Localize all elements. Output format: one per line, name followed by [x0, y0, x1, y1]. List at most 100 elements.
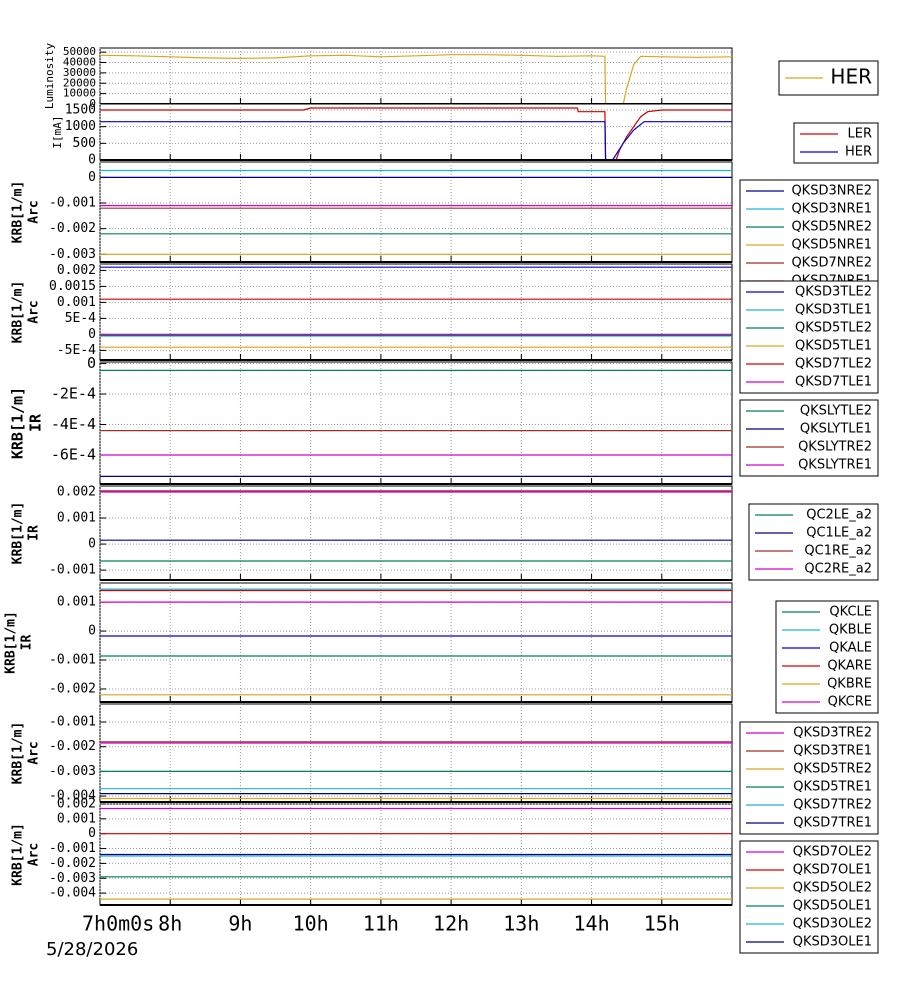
- y-tick-label: 0.001: [57, 511, 96, 526]
- y-tick-label: 0.001: [57, 811, 96, 826]
- x-tick-label: 7h0m0s: [82, 912, 154, 936]
- legend-label: QKSD7TRE2: [793, 798, 872, 813]
- legend-label: QKSD5NRE2: [791, 220, 872, 235]
- x-tick-label: 14h: [573, 912, 609, 936]
- y-tick-label: 1500: [65, 103, 96, 118]
- legend-label: QC2RE_a2: [804, 562, 872, 577]
- y-tick-label: -6E-4: [51, 446, 96, 464]
- y-tick-label: -5E-4: [57, 343, 96, 358]
- y-tick-label: 0: [88, 327, 96, 342]
- y-tick-label: -0.001: [49, 563, 96, 578]
- y-tick-label: 0: [88, 153, 96, 168]
- legend-label: QKSLYTRE1: [798, 458, 872, 473]
- legend-box: [739, 840, 879, 954]
- date-label: 5/28/2026: [46, 939, 138, 960]
- y-axis-label: KRB[1/m]: [9, 387, 27, 459]
- y-tick-label: 0: [89, 97, 96, 110]
- legend-box: [748, 503, 879, 581]
- x-tick-label: 13h: [503, 912, 539, 936]
- legend-label: QKSD3TRE2: [793, 726, 872, 741]
- x-tick-label: 12h: [433, 912, 469, 936]
- y-tick-label: 0: [88, 624, 96, 639]
- y-tick-label: 30000: [63, 66, 96, 79]
- y-tick-label: 0: [88, 826, 96, 841]
- legend-label: QKSD7OLE2: [793, 845, 872, 860]
- plot-area: [99, 263, 733, 361]
- legend-label: QKSD3TLE1: [795, 303, 872, 318]
- legend-label: QKSD5OLE2: [793, 881, 872, 896]
- y-tick-label: -0.002: [49, 681, 96, 696]
- y-tick-label: 0.001: [57, 595, 96, 610]
- legend-label: QKSD3OLE1: [793, 935, 872, 950]
- y-tick-label: 50000: [63, 45, 96, 58]
- y-tick-label: 20000: [63, 76, 96, 89]
- plot-area: [99, 703, 733, 803]
- y-axis-label: Arc: [27, 300, 42, 323]
- legend-box: [739, 399, 879, 477]
- legend-label: QKCRE: [828, 695, 872, 710]
- legend-label: QKSD3NRE1: [791, 202, 872, 217]
- legend-label: LER: [848, 127, 873, 142]
- legend-label: QKSD7TLE2: [795, 357, 872, 372]
- y-tick-label: 0.0015: [49, 279, 96, 294]
- legend-box: [739, 721, 879, 835]
- y-axis-label: KRB[1/m]: [4, 611, 19, 674]
- y-axis-label: Arc: [27, 843, 42, 866]
- y-tick-label: -0.003: [49, 871, 96, 886]
- y-tick-label: -0.004: [49, 886, 96, 901]
- legend-label: QKSD5TLE1: [795, 339, 872, 354]
- legend-label: QKSD5TRE1: [793, 780, 872, 795]
- y-axis-label: KRB[1/m]: [11, 823, 26, 886]
- plot-area: [99, 161, 733, 263]
- legend-label: QKSD7NRE2: [791, 256, 872, 271]
- plot-area: [99, 361, 733, 485]
- legend-label: QKSLYTLE1: [800, 422, 872, 437]
- legend-box: [793, 122, 879, 164]
- y-axis-label: Arc: [27, 741, 42, 764]
- legend-label: QKSLYTRE2: [798, 440, 872, 455]
- y-tick-label: -0.001: [49, 653, 96, 668]
- legend-label: QKSD3OLE2: [793, 917, 872, 932]
- x-tick-label: 15h: [644, 912, 680, 936]
- legend-label: QKSD5OLE1: [793, 899, 872, 914]
- legend-label: QKSD3TLE2: [795, 285, 872, 300]
- legend-label: QKCLE: [829, 605, 872, 620]
- y-tick-label: -0.001: [49, 715, 96, 730]
- plot-area: [99, 485, 733, 581]
- y-tick-label: 0.002: [57, 797, 96, 812]
- legend-label: QKSD5TRE2: [793, 762, 872, 777]
- legend-label: QKSD7OLE1: [793, 863, 872, 878]
- y-tick-label: -0.003: [49, 247, 96, 262]
- y-axis-label: IR: [20, 635, 35, 651]
- legend-label: HER: [845, 145, 872, 160]
- legend-label: QKBLE: [829, 623, 872, 638]
- y-axis-label: KRB[1/m]: [11, 502, 26, 565]
- legend-box: [739, 280, 879, 394]
- y-tick-label: -0.002: [49, 739, 96, 754]
- y-axis-label: I[mA]: [51, 115, 64, 148]
- y-tick-label: 0: [88, 537, 96, 552]
- legend-label: QC1RE_a2: [804, 544, 872, 559]
- y-axis-label: Arc: [27, 200, 42, 223]
- y-tick-label: -0.002: [49, 856, 96, 871]
- legend-label: QKSD7TLE1: [795, 375, 872, 390]
- legend-label: QKSLYTLE2: [800, 404, 872, 419]
- x-tick-label: 10h: [293, 912, 329, 936]
- y-tick-label: 0: [87, 354, 96, 372]
- legend-label: QKSD5TLE2: [795, 321, 872, 336]
- legend-label: QKSD5NRE1: [791, 238, 872, 253]
- y-tick-label: 1000: [65, 119, 96, 134]
- legend-label: QKALE: [829, 641, 872, 656]
- y-axis-label: IR: [27, 413, 45, 432]
- legend-label: QKARE: [827, 659, 872, 674]
- y-tick-label: -2E-4: [51, 385, 96, 403]
- y-tick-label: 0.002: [57, 263, 96, 278]
- legend-label: QKSD3TRE1: [793, 744, 872, 759]
- y-axis-label: KRB[1/m]: [11, 722, 26, 785]
- legend-box: [739, 179, 879, 293]
- legend-label: QKBRE: [827, 677, 872, 692]
- y-tick-label: -0.002: [49, 221, 96, 236]
- x-tick-label: 8h: [158, 912, 182, 936]
- x-tick-label: 11h: [363, 912, 399, 936]
